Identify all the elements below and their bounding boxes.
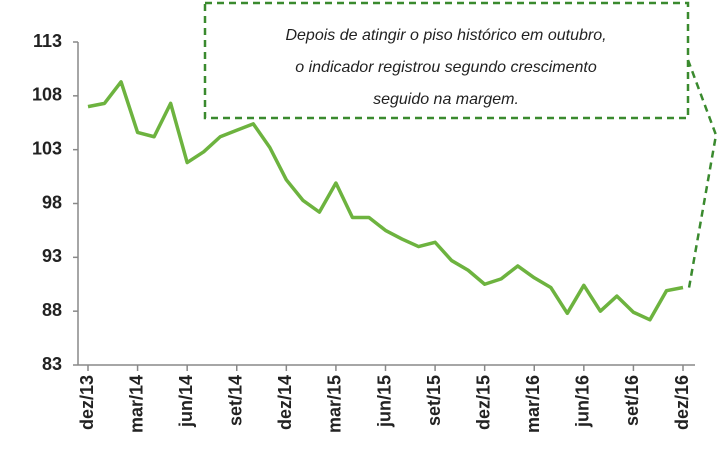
- x-tick-label: dez/14: [275, 375, 295, 430]
- annotation-connector: [686, 59, 718, 289]
- y-tick-label: 113: [33, 31, 62, 51]
- y-tick-label: 88: [42, 300, 62, 320]
- y-tick-label: 103: [32, 138, 62, 158]
- x-tick-label: mar/15: [325, 375, 345, 433]
- x-tick-label: mar/14: [126, 375, 146, 433]
- x-tick-label: set/14: [226, 375, 246, 426]
- y-tick-label: 93: [42, 246, 62, 266]
- data-line: [87, 80, 684, 322]
- annotation-text: seguido na margem.: [373, 91, 519, 108]
- y-tick-label: 108: [32, 85, 62, 105]
- x-tick-label: dez/15: [473, 375, 493, 430]
- x-tick-label: set/15: [424, 375, 444, 426]
- x-tick-label: jun/14: [176, 375, 196, 428]
- x-tick-label: mar/16: [523, 375, 543, 433]
- x-tick-label: jun/16: [573, 375, 593, 428]
- y-tick-label: 83: [42, 354, 62, 374]
- annotation-text: o indicador registrou segundo cresciment…: [295, 59, 597, 76]
- x-tick-label: jun/15: [374, 375, 394, 428]
- x-tick-label: set/16: [622, 375, 642, 426]
- x-tick-label: dez/16: [672, 375, 692, 430]
- y-tick-label: 98: [42, 192, 62, 212]
- annotation-text: Depois de atingir o piso histórico em ou…: [285, 27, 606, 44]
- x-tick-label: dez/13: [77, 375, 97, 430]
